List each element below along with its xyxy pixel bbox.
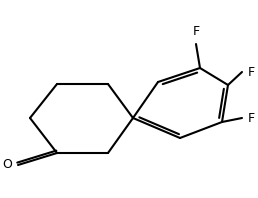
Text: F: F — [248, 111, 255, 125]
Text: F: F — [248, 66, 255, 78]
Text: F: F — [192, 25, 199, 38]
Text: O: O — [2, 159, 12, 171]
